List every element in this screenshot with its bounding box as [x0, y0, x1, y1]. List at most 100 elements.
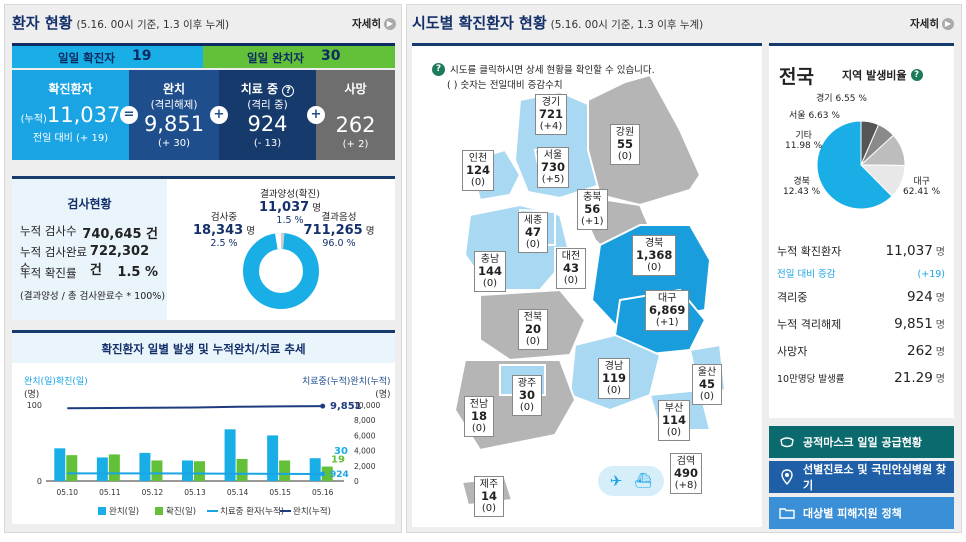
treating-card[interactable]: 치료 중 ? (격리 중) 924 (- 13): [219, 70, 316, 160]
bar-confirmed-daily: [236, 458, 248, 481]
region-daegu[interactable]: 대구 6,869 (+1): [645, 290, 690, 331]
region-busan[interactable]: 부산 114 (0): [658, 400, 691, 441]
released-sub: (격리해제): [150, 99, 198, 111]
stat-row: 격리중 924 명: [777, 289, 945, 305]
legend-label: 치료중 환자(누적): [220, 506, 284, 517]
patient-status-more-button[interactable]: 자세히 ▶: [352, 16, 396, 31]
label-last-treating: 924: [330, 470, 349, 480]
right-tick-label: 8,000: [354, 416, 376, 425]
mask-icon: [780, 437, 794, 448]
regional-pie-chart: [816, 120, 906, 210]
region-gyeonggi[interactable]: 경기 721 (+4): [535, 94, 568, 135]
x-tick-label: 05.15: [269, 488, 291, 497]
regional-status-more-button[interactable]: 자세히 ▶: [910, 16, 954, 31]
bar-released-daily: [139, 452, 151, 481]
patient-status-title: 환자 현황 (5.16. 00시 기준, 1.3 이후 누계): [12, 14, 230, 32]
released-card[interactable]: 완치 (격리해제) 9,851 (+ 30): [129, 70, 219, 160]
legend-label: 완치(일): [109, 507, 139, 517]
region-jeonnam[interactable]: 전남 18 (0): [464, 396, 494, 437]
bar-confirmed-daily: [151, 460, 163, 481]
line-end-point: [320, 403, 326, 409]
region-gyeongnam[interactable]: 경남 119 (0): [598, 358, 631, 399]
daily-released-bar: 일일 완치자 30: [203, 43, 395, 68]
line-end-point: [320, 471, 326, 477]
left-tick-label: 100: [27, 401, 42, 410]
treating-value: 924: [247, 112, 288, 136]
region-quarantine[interactable]: 검역 490 (+8): [670, 453, 703, 494]
line-released-cumulative: [67, 405, 323, 410]
help-icon[interactable]: ?: [282, 85, 295, 97]
region-chungbuk[interactable]: 충북 56 (+1): [577, 189, 608, 230]
map-help: ? 시도를 클릭하시면 상세 현황을 확인할 수 있습니다.: [432, 62, 655, 76]
label-last-confirmed: 19: [331, 455, 345, 466]
trend-chart: 100 0 10,000 8,000 6,000 4,000 2,000 0 05.10 05.1…: [27, 401, 381, 517]
x-tick-label: 05.14: [227, 488, 249, 497]
region-jeju[interactable]: 제주 14 (0): [474, 476, 504, 517]
bar-released-daily: [54, 448, 66, 481]
treating-delta: (- 13): [253, 138, 282, 149]
bar-confirmed-daily: [108, 454, 120, 481]
map-help-note: ( ) 숫자는 전일대비 증감수치: [447, 80, 563, 91]
pie-label-gyeongbuk: 경북 12.43 %: [783, 177, 821, 197]
airplane-icon: ✈: [609, 472, 623, 490]
test-row: 누적 검사완료수 722,302 건: [20, 244, 150, 278]
treating-label: 치료 중: [240, 82, 279, 96]
region-ulsan[interactable]: 울산 45 (0): [692, 364, 722, 405]
deaths-card[interactable]: 사망 262 (+ 2): [316, 70, 395, 160]
region-seoul[interactable]: 서울 730 (+5): [537, 147, 570, 188]
test-donut-chart: [243, 232, 319, 309]
confirmed-delta: 전일 대비 (+ 19): [32, 133, 109, 144]
support-policy-button[interactable]: 대상별 피해지원 정책: [769, 497, 954, 529]
map-gangwon: [587, 73, 702, 207]
daily-confirmed-label: 일일 확진자: [58, 51, 115, 65]
region-gwangju[interactable]: 광주 30 (0): [512, 375, 542, 416]
right-tick-label: 10,000: [354, 401, 380, 410]
bar-confirmed-daily: [321, 466, 333, 481]
x-tick-label: 05.12: [142, 488, 164, 497]
line-treating-cumulative: [67, 472, 323, 475]
pie-label-gyeonggi: 경기 6.55 %: [816, 94, 867, 104]
region-chungnam[interactable]: 충남 144 (0): [474, 251, 507, 292]
trend-chart-card: 확진환자 일별 발생 및 누적완치/치료 추세: [12, 330, 395, 524]
pie-label-etc: 기타 11.98 %: [785, 131, 823, 151]
clinic-finder-button[interactable]: 선별진료소 및 국민안심병원 찾기: [769, 461, 954, 493]
question-icon: ?: [432, 62, 445, 76]
region-gangwon[interactable]: 강원 55 (0): [610, 124, 640, 165]
bar-confirmed-daily: [194, 461, 205, 481]
national-title: 전국: [779, 66, 814, 88]
right-axis-title: 치료중(누적)완치(누적) (명): [302, 377, 391, 400]
quarantine-icon-group[interactable]: ✈ ⛴: [598, 466, 664, 496]
regional-ratio-label: 지역 발생비율?: [842, 67, 923, 83]
plus-operator: +: [210, 106, 228, 124]
korea-map: [453, 73, 727, 507]
region-gyeongbuk[interactable]: 경북 1,368 (0): [632, 235, 677, 276]
daily-released-label: 일일 완치자: [247, 51, 304, 65]
bar-released-daily: [267, 435, 279, 481]
region-sejong[interactable]: 세종 47 (0): [518, 212, 548, 253]
left-axis-title: 완치(일)확진(일) (명): [24, 377, 88, 400]
help-icon[interactable]: ?: [910, 69, 923, 81]
bar-released-daily: [224, 429, 236, 481]
right-tick-label: 4,000: [354, 447, 376, 456]
equals-operator: =: [120, 106, 138, 124]
daily-confirmed-bar: 일일 확진자 19: [12, 43, 203, 68]
confirmed-prefix: (누적): [20, 114, 47, 125]
deaths-value: 262: [335, 113, 376, 137]
test-note: (결과양성 / 총 검사완료수 * 100%): [20, 291, 166, 302]
deaths-delta: (+ 2): [342, 139, 369, 150]
legend-label: 확진(일): [166, 506, 196, 517]
region-daejeon[interactable]: 대전 43 (0): [556, 248, 586, 289]
mask-supply-button[interactable]: 공적마스크 일일 공급현황: [769, 426, 954, 458]
region-incheon[interactable]: 인천 124 (0): [462, 150, 495, 191]
x-tick-label: 05.13: [184, 488, 206, 497]
plus-operator: +: [307, 106, 325, 124]
ship-icon: ⛴: [634, 473, 653, 489]
region-jeonbuk[interactable]: 전북 20 (0): [518, 309, 548, 350]
chevron-right-icon: ▶: [383, 17, 396, 30]
daily-released-value: 30: [321, 48, 341, 64]
test-row: 누적 확진률 1.5 %: [20, 265, 158, 280]
testing-result: 검사중 18,343 명 2.5 %: [193, 212, 255, 249]
confirmed-card[interactable]: 확진환자 (누적)11,037 전일 대비 (+ 19): [12, 70, 129, 160]
stat-row: 전일 대비 증감 (+19): [777, 269, 945, 280]
stat-row: 누적 확진환자 11,037 명: [777, 243, 945, 259]
